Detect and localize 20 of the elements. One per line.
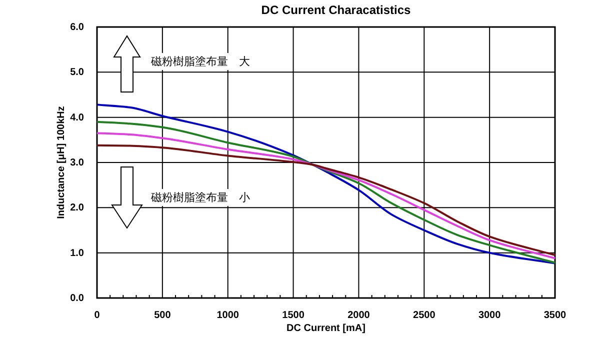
y-tick-label: 2.0 [70,202,84,214]
y-tick-label: 6.0 [70,22,84,33]
x-tick-label: 1000 [216,310,240,321]
x-tick-label: 1500 [282,310,305,321]
x-tick-label: 3000 [478,310,502,321]
x-tick-label: 3500 [544,310,567,321]
y-tick-label: 4.0 [70,112,84,124]
y-tick-label: 0.0 [70,293,84,304]
x-axis-title: DC Current [mA] [286,323,366,334]
y-tick-label: 3.0 [70,158,84,168]
x-tick-label: 0 [94,310,100,321]
y-axis-title: Inductance [μH] 100kHz [56,106,67,219]
x-tick-label: 2000 [348,310,370,321]
x-tick-label: 500 [154,310,172,321]
y-tick-label: 1.0 [70,248,84,259]
annotation: 磁粉樹脂塗布量 大 [150,55,250,68]
y-tick-label: 5.0 [70,67,84,78]
chart-title: DC Current Characatistics [261,3,412,17]
x-tick-label: 2500 [413,310,436,321]
annotation: 磁粉樹脂塗布量 小 [150,191,250,204]
